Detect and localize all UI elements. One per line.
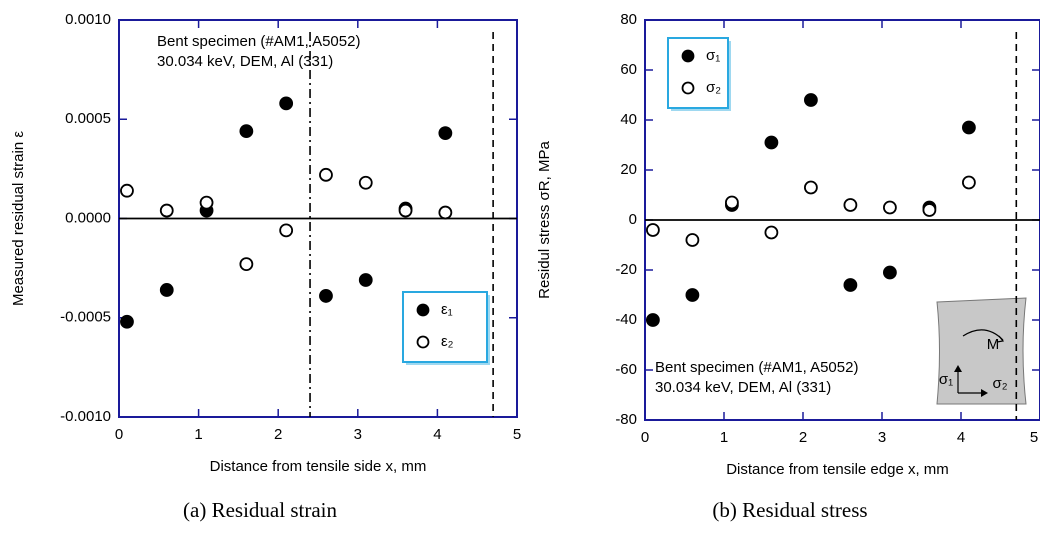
legend-label: σ₂ bbox=[706, 79, 721, 96]
data-point bbox=[843, 278, 858, 292]
y-tick-label: 80 bbox=[620, 11, 637, 28]
data-point bbox=[279, 223, 294, 238]
data-point bbox=[962, 175, 976, 190]
data-point bbox=[685, 233, 700, 247]
data-point bbox=[804, 93, 818, 107]
y-tick-label: -0.0005 bbox=[60, 309, 111, 326]
annotation: Bent specimen (#AM1, A5052) bbox=[655, 359, 858, 376]
inset-label: σ₂ bbox=[992, 375, 1007, 392]
data-point bbox=[438, 205, 453, 220]
data-point bbox=[358, 175, 373, 190]
data-point bbox=[764, 225, 779, 240]
legend-label: ε₁ bbox=[441, 301, 453, 318]
data-point bbox=[120, 183, 134, 198]
x-tick-label: 4 bbox=[433, 426, 441, 443]
data-point bbox=[199, 195, 214, 210]
data-point bbox=[159, 283, 174, 297]
y-tick-label: 20 bbox=[620, 161, 637, 178]
x-tick-label: 2 bbox=[274, 426, 282, 443]
y-tick-label: 0.0010 bbox=[65, 11, 111, 28]
x-tick-label: 1 bbox=[194, 426, 202, 443]
data-point bbox=[358, 273, 373, 287]
data-point bbox=[398, 203, 413, 218]
chart-panel: -80 -60 -40 -20 0 20 40 60 80 0 1 2 3 4 5 Distance from… bbox=[536, 11, 1040, 522]
y-tick-label: -80 bbox=[615, 411, 637, 428]
data-point bbox=[239, 124, 254, 139]
y-tick-label: -40 bbox=[615, 311, 637, 328]
x-tick-label: 3 bbox=[354, 426, 362, 443]
x-tick-label: 0 bbox=[115, 426, 123, 443]
annotation: 30.034 keV, DEM, Al (331) bbox=[157, 53, 333, 70]
data-point bbox=[279, 96, 294, 111]
data-point bbox=[646, 223, 660, 237]
x-tick-label: 3 bbox=[878, 429, 886, 446]
y-tick-label: 0 bbox=[629, 211, 637, 228]
y-axis-label: Measured residual strain ε bbox=[10, 131, 27, 306]
annotation: Bent specimen (#AM1, A5052) bbox=[157, 33, 360, 50]
legend-label: σ₁ bbox=[706, 47, 720, 64]
legend-box bbox=[402, 291, 488, 363]
data-point bbox=[764, 135, 779, 150]
x-tick-label: 4 bbox=[957, 429, 965, 446]
caption: (b) Residual stress bbox=[712, 498, 867, 522]
x-tick-label: 5 bbox=[1030, 429, 1038, 446]
legend-label: ε₂ bbox=[441, 333, 454, 350]
data-point bbox=[685, 288, 700, 302]
legend-marker bbox=[681, 49, 695, 63]
data-point bbox=[883, 265, 897, 280]
legend-box bbox=[667, 37, 729, 109]
y-tick-label: 60 bbox=[620, 61, 637, 78]
y-tick-label: 0.0005 bbox=[65, 110, 111, 127]
chart-panel: -0.0010 -0.0005 0.0000 0.0005 0.0010 0 1 2 3 4 5 Di… bbox=[10, 11, 521, 522]
y-tick-label: -20 bbox=[615, 261, 637, 278]
x-tick-label: 0 bbox=[641, 429, 649, 446]
legend-marker bbox=[416, 303, 430, 317]
data-point bbox=[962, 120, 976, 135]
data-point bbox=[843, 198, 858, 212]
x-tick-label: 2 bbox=[799, 429, 807, 446]
data-point bbox=[646, 313, 660, 327]
x-tick-label: 5 bbox=[513, 426, 521, 443]
data-point bbox=[159, 203, 174, 218]
inset-label: M bbox=[987, 336, 1000, 353]
annotation: 30.034 keV, DEM, Al (331) bbox=[655, 379, 831, 396]
legend-marker bbox=[416, 335, 430, 349]
caption: (a) Residual strain bbox=[183, 498, 337, 522]
data-point bbox=[319, 289, 333, 303]
x-axis-label: Distance from tensile edge x, mm bbox=[726, 461, 949, 478]
data-point bbox=[804, 180, 818, 195]
y-tick-label: 40 bbox=[620, 111, 637, 128]
legend-marker bbox=[681, 81, 695, 95]
data-point bbox=[319, 167, 333, 182]
data-point bbox=[438, 126, 453, 141]
x-axis-label: Distance from tensile side x, mm bbox=[210, 458, 427, 475]
data-point bbox=[120, 314, 134, 329]
x-tick-label: 1 bbox=[720, 429, 728, 446]
y-tick-label: -60 bbox=[615, 361, 637, 378]
data-point bbox=[922, 203, 937, 217]
inset-label: σ₁ bbox=[939, 371, 953, 388]
data-point bbox=[883, 200, 897, 215]
y-tick-label: -0.0010 bbox=[60, 408, 111, 425]
data-point bbox=[239, 257, 254, 272]
y-tick-label: 0.0000 bbox=[65, 209, 111, 226]
y-axis-label: Residul stress σR, MPa bbox=[536, 141, 553, 299]
inset-diagram bbox=[936, 297, 1027, 405]
data-point bbox=[725, 195, 739, 210]
